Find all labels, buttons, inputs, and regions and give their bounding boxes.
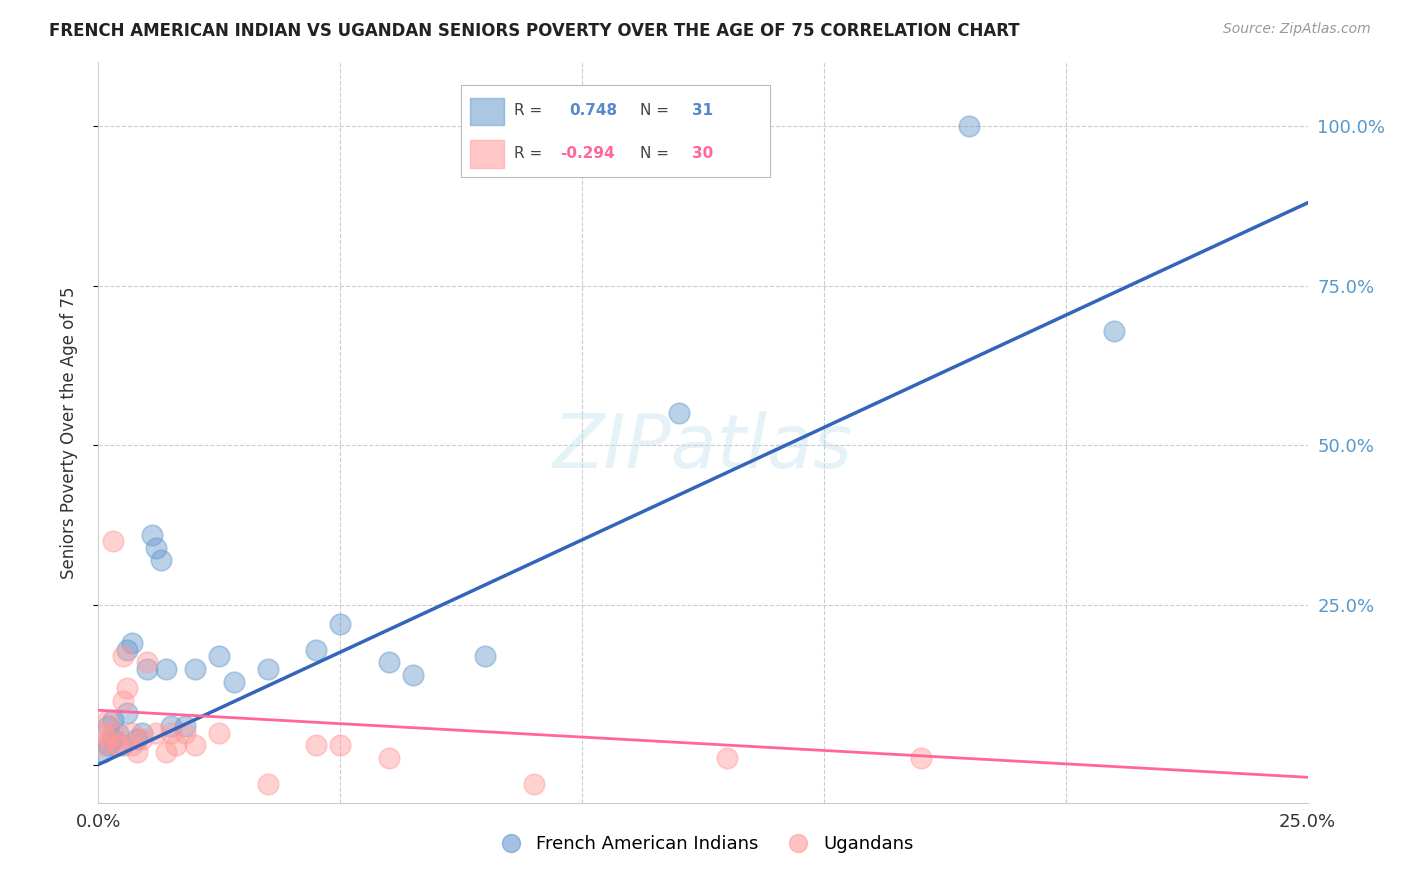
Point (155, 745, 177, 759)
Text: ZIPatlas: ZIPatlas (553, 411, 853, 483)
Point (101, 725, 124, 739)
Point (111, 694, 134, 708)
Point (150, 553, 173, 567)
Point (160, 719, 183, 733)
Point (111, 739, 134, 753)
Point (305, 642, 328, 657)
Point (121, 725, 143, 739)
Point (117, 681, 139, 695)
Point (101, 534, 124, 549)
Point (668, 407, 690, 421)
Point (107, 725, 129, 739)
Point (121, 739, 143, 753)
Point (121, 636, 143, 650)
Point (127, 731, 149, 746)
Point (523, 777, 546, 791)
Point (117, 642, 139, 657)
Point (145, 541, 167, 555)
Point (155, 662, 177, 676)
Point (957, 120, 980, 134)
Point (97, 731, 120, 746)
Point (305, 739, 328, 753)
Point (329, 617, 352, 632)
Point (131, 731, 153, 746)
Point (402, 668, 425, 682)
Point (135, 662, 157, 676)
Point (256, 662, 278, 676)
Text: FRENCH AMERICAN INDIAN VS UGANDAN SENIORS POVERTY OVER THE AGE OF 75 CORRELATION: FRENCH AMERICAN INDIAN VS UGANDAN SENIOR… (49, 22, 1019, 40)
Legend: French American Indians, Ugandans: French American Indians, Ugandans (485, 828, 921, 861)
Y-axis label: Seniors Poverty Over the Age of 75: Seniors Poverty Over the Age of 75 (59, 286, 77, 579)
Point (101, 713, 124, 727)
Point (131, 725, 153, 739)
Point (91, 739, 114, 753)
Point (256, 777, 278, 791)
Point (97, 739, 120, 753)
Point (1102, 324, 1125, 338)
Point (101, 731, 124, 746)
Point (160, 725, 183, 739)
Text: Source: ZipAtlas.com: Source: ZipAtlas.com (1223, 22, 1371, 37)
Point (174, 725, 197, 739)
Point (141, 527, 163, 541)
Point (97, 719, 120, 733)
Point (97, 713, 120, 727)
Point (208, 725, 231, 739)
Point (184, 662, 207, 676)
Point (165, 739, 187, 753)
Point (117, 706, 139, 721)
Point (127, 745, 149, 759)
Point (107, 739, 129, 753)
Point (329, 739, 352, 753)
Point (91, 745, 114, 759)
Point (135, 656, 157, 670)
Point (222, 674, 245, 689)
Point (107, 739, 129, 753)
Point (91, 725, 114, 739)
Point (474, 648, 496, 663)
Point (174, 719, 197, 733)
Point (184, 739, 207, 753)
Point (377, 751, 399, 765)
Point (208, 648, 231, 663)
Point (111, 648, 134, 663)
Point (377, 656, 399, 670)
Point (145, 725, 167, 739)
Point (716, 751, 738, 765)
Point (910, 751, 932, 765)
